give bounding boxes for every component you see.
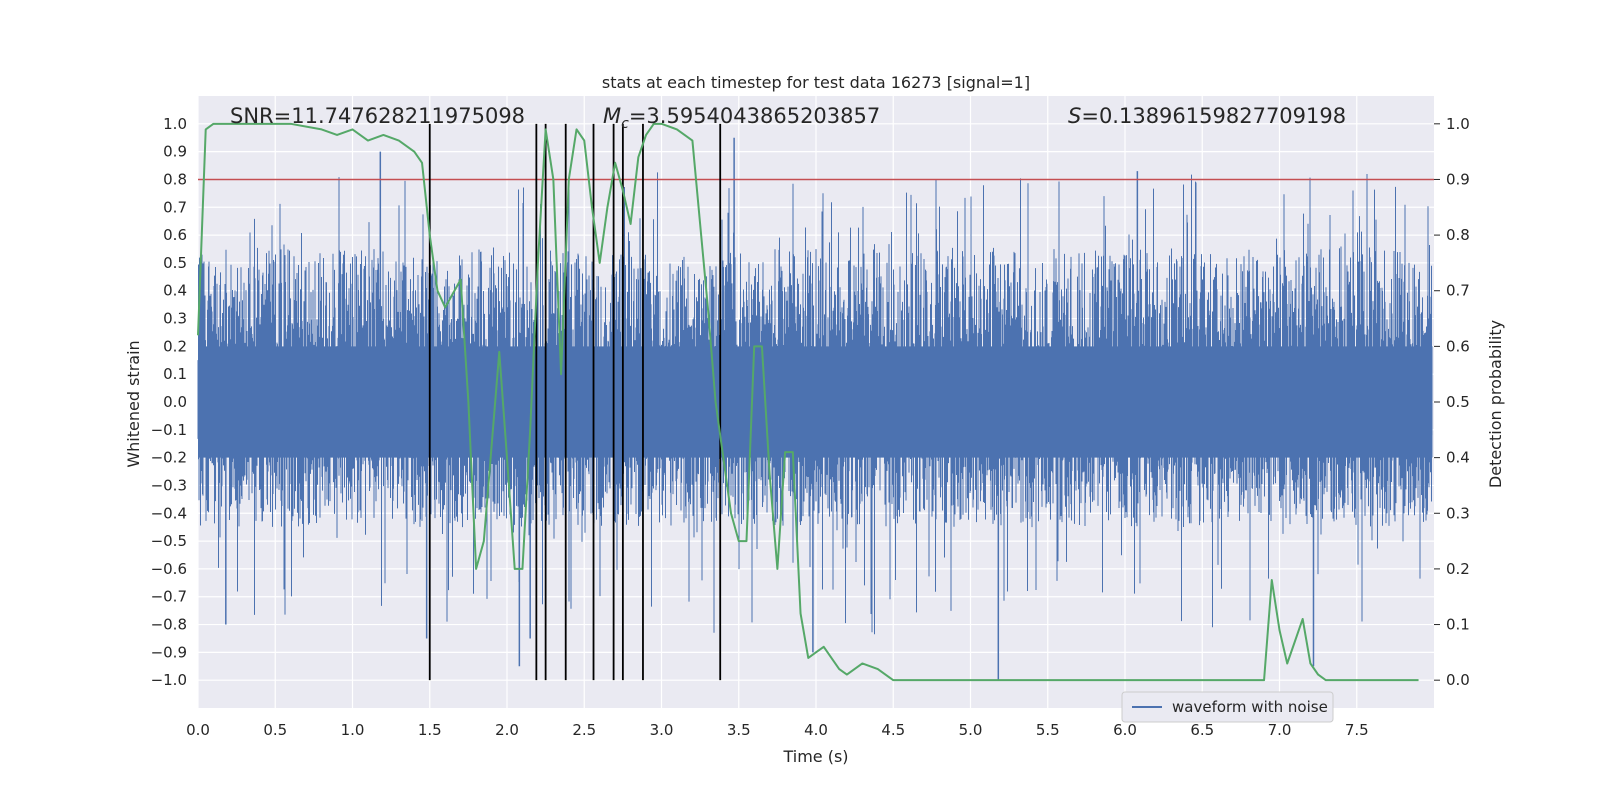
s-annotation: S=0.13896159827709198 <box>1068 104 1346 128</box>
right-y-tick-label: 1.0 <box>1446 115 1470 133</box>
right-y-tick-label: 0.8 <box>1446 226 1470 244</box>
left-y-tick-label: 0.3 <box>163 310 187 328</box>
s-symbol: S <box>1068 104 1081 128</box>
left-y-tick-label: −0.5 <box>151 532 187 550</box>
left-y-tick-label: 1.0 <box>163 115 187 133</box>
x-tick-label: 5.5 <box>1036 721 1060 739</box>
x-tick-label: 6.5 <box>1190 721 1214 739</box>
x-tick-label: 4.5 <box>881 721 905 739</box>
left-y-tick-label: 0.0 <box>163 393 187 411</box>
x-tick-label: 3.0 <box>650 721 674 739</box>
probability-line <box>197 122 1419 682</box>
x-axis-label: Time (s) <box>782 747 848 766</box>
right-y-axis-label: Detection probability <box>1486 320 1505 488</box>
x-tick-label: 5.0 <box>959 721 983 739</box>
left-y-tick-label: 0.1 <box>163 365 187 383</box>
chirp-mass-annotation: Mc=3.5954043865203857 <box>603 104 880 132</box>
left-y-tick-label: 0.7 <box>163 198 187 216</box>
right-y-tick-label: 0.7 <box>1446 282 1470 300</box>
left-y-tick-label: −1.0 <box>151 671 187 689</box>
x-tick-label: 2.5 <box>572 721 596 739</box>
x-tick-label: 0.0 <box>186 721 210 739</box>
x-tick-label: 1.5 <box>418 721 442 739</box>
left-y-tick-label: 0.4 <box>163 282 187 300</box>
left-y-axis-ticks: 1.0 0.9 0.8 0.7 0.6 0.5 0.4 0.3 0.2 0.1 0.0 −0.1 −0.… <box>151 115 187 689</box>
right-y-tick-label: 0.2 <box>1446 560 1470 578</box>
right-y-tick-label: 0.1 <box>1446 616 1470 634</box>
s-value: =0.13896159827709198 <box>1081 104 1346 128</box>
x-tick-label: 2.0 <box>495 721 519 739</box>
x-tick-label: 6.0 <box>1113 721 1137 739</box>
right-y-tick-label: 0.5 <box>1446 393 1470 411</box>
x-tick-label: 0.5 <box>263 721 287 739</box>
legend: waveform with noise <box>1121 691 1334 723</box>
chirp-mass-subscript: c <box>621 116 629 132</box>
legend-label-waveform: waveform with noise <box>1172 698 1328 716</box>
left-y-tick-label: −0.8 <box>151 616 187 634</box>
left-y-tick-label: 0.8 <box>163 170 187 188</box>
left-y-tick-label: 0.2 <box>163 337 187 355</box>
x-tick-label: 4.0 <box>804 721 828 739</box>
snr-annotation: SNR=11.747628211975098 <box>230 104 525 128</box>
left-y-tick-label: −0.1 <box>151 421 187 439</box>
left-y-tick-label: −0.7 <box>151 588 187 606</box>
x-tick-label: 3.5 <box>727 721 751 739</box>
detection-probability-series <box>197 122 1419 682</box>
left-y-tick-label: −0.9 <box>151 643 187 661</box>
x-tick-label: 1.0 <box>341 721 365 739</box>
chirp-mass-value: =3.5954043865203857 <box>629 104 880 128</box>
right-y-tick-label: 0.4 <box>1446 449 1470 467</box>
right-y-axis-ticks: 1.0 0.9 0.8 0.7 0.6 0.5 0.4 0.3 0.2 0.1 0.0 <box>1434 115 1470 689</box>
left-y-tick-label: −0.3 <box>151 476 187 494</box>
legend-box <box>1121 691 1334 723</box>
left-y-tick-label: 0.5 <box>163 254 187 272</box>
left-y-tick-label: −0.4 <box>151 504 187 522</box>
chart-title: stats at each timestep for test data 162… <box>602 73 1030 92</box>
x-tick-label: 7.0 <box>1268 721 1292 739</box>
waveform-noise-core <box>198 346 1433 458</box>
waveform-with-noise-series <box>197 137 1433 681</box>
chirp-mass-symbol: M <box>603 104 621 128</box>
right-y-tick-label: 0.3 <box>1446 504 1470 522</box>
x-tick-label: 7.5 <box>1345 721 1369 739</box>
left-y-axis-label: Whitened strain <box>124 340 143 467</box>
right-y-tick-label: 0.9 <box>1446 170 1470 188</box>
right-y-tick-label: 0.6 <box>1446 337 1470 355</box>
left-y-tick-label: −0.2 <box>151 449 187 467</box>
right-y-tick-label: 0.0 <box>1446 671 1470 689</box>
left-y-tick-label: 0.9 <box>163 143 187 161</box>
x-axis-ticks: 0.0 0.5 1.0 1.5 2.0 2.5 3.0 3.5 4.0 4.5 5.0 5.5 6.0 6… <box>186 721 1369 739</box>
left-y-tick-label: 0.6 <box>163 226 187 244</box>
left-y-tick-label: −0.6 <box>151 560 187 578</box>
